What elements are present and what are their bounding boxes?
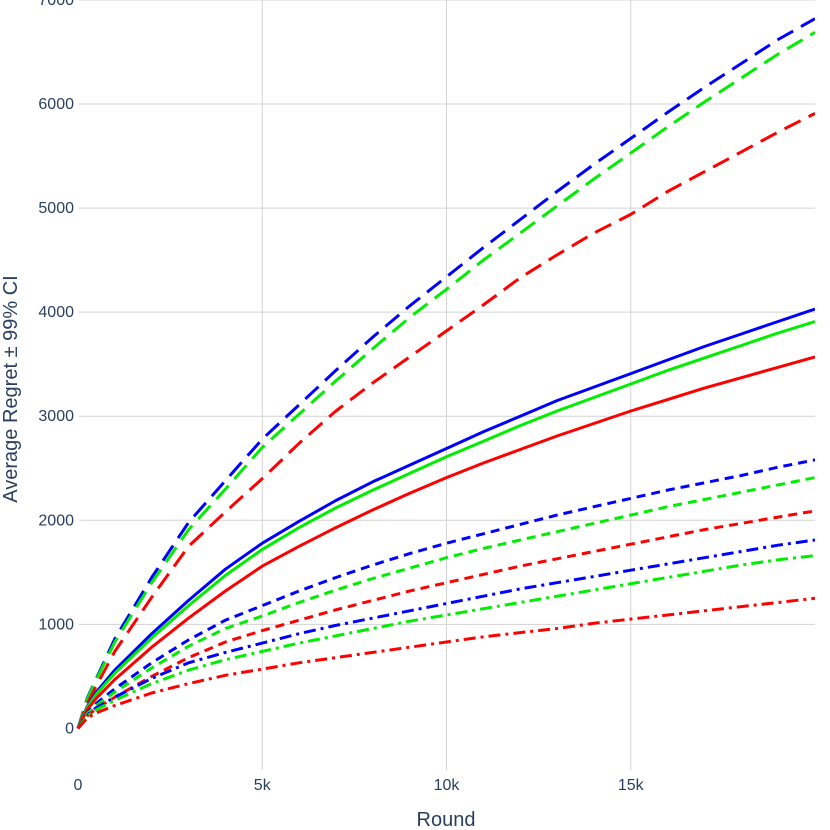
- x-tick-label: 0: [74, 777, 83, 794]
- tick-layer: 0 1000 2000 3000 4000 5000 6000 7000 0 5k 10k 15k: [38, 0, 644, 794]
- series-line-0: [76, 17, 815, 729]
- grid-layer: [77, 0, 815, 770]
- series-line-10: [76, 554, 815, 730]
- y-tick-label: 3000: [38, 408, 74, 425]
- y-tick-label: 6000: [38, 96, 74, 113]
- y-tick-label: 7000: [38, 0, 74, 9]
- series-line-11: [76, 596, 815, 730]
- series-line-1: [76, 31, 815, 729]
- y-tick-label: 5000: [38, 200, 74, 217]
- x-tick-label: 5k: [254, 777, 272, 794]
- y-tick-label: 0: [65, 720, 74, 737]
- series-line-6: [76, 458, 815, 730]
- series-line-9: [76, 538, 815, 730]
- y-tick-label: 2000: [38, 512, 74, 529]
- y-tick-label: 4000: [38, 304, 74, 321]
- series-line-3: [76, 307, 815, 729]
- series-line-7: [76, 476, 815, 730]
- x-axis-title: Round: [417, 809, 476, 830]
- x-tick-label: 10k: [434, 777, 461, 794]
- x-tick-label: 15k: [618, 777, 645, 794]
- series-line-5: [76, 355, 815, 730]
- y-axis-title: Average Regret ± 99% CI: [0, 275, 22, 502]
- y-tick-label: 1000: [38, 616, 74, 633]
- series-layer: [76, 17, 815, 730]
- series-line-2: [76, 112, 815, 729]
- series-line-4: [76, 320, 815, 730]
